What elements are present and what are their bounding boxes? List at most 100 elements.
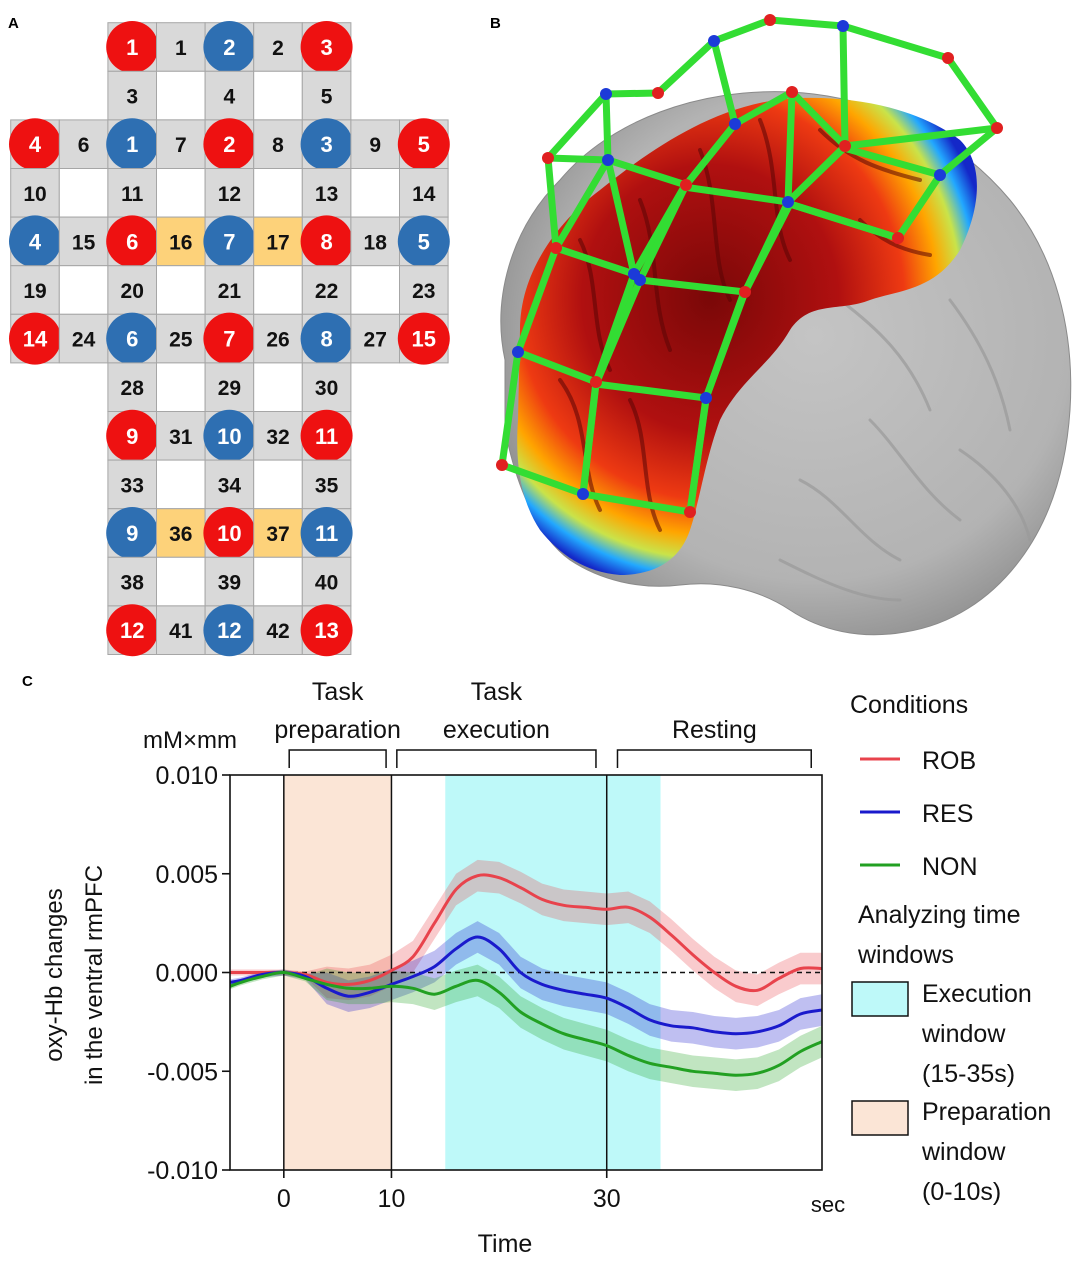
source-label: 10	[217, 521, 241, 546]
channel-label: 36	[169, 523, 192, 546]
detector-node	[837, 20, 849, 32]
source-node	[496, 459, 508, 471]
detector-node	[934, 169, 946, 181]
channel-label: 13	[315, 183, 338, 206]
source-label: 4	[29, 132, 42, 157]
channel-cell	[204, 70, 255, 121]
detector-node	[602, 154, 614, 166]
source-optode	[9, 312, 61, 365]
channel-label: 9	[369, 134, 381, 157]
analysis-window	[445, 775, 661, 1170]
phase-label: Task	[312, 678, 364, 706]
channel-cell	[350, 313, 400, 364]
detector-label: 12	[217, 618, 241, 643]
y-tick-label: -0.010	[147, 1157, 218, 1185]
phase-bracket	[616, 749, 812, 768]
empty-cell	[253, 70, 303, 121]
channel-label: 19	[23, 280, 46, 303]
phase-label: preparation	[274, 716, 400, 744]
empty-cell	[156, 70, 206, 121]
source-node	[764, 14, 776, 26]
source-label: 7	[223, 327, 235, 352]
channel-label: 42	[266, 620, 289, 643]
channel-cell	[301, 265, 352, 315]
channel-cell	[350, 119, 400, 169]
detector-optode	[300, 118, 353, 171]
phase-label: Task	[471, 678, 523, 706]
channel-label: 33	[121, 474, 144, 497]
highlighted-channel-cell	[156, 508, 206, 558]
source-node	[590, 376, 602, 388]
legend-swatch-execution	[851, 981, 909, 1017]
channel-label: 20	[121, 280, 144, 303]
chart-axes: 0.010 0.005 0.000 -0.005 -0.010 0 10 30 sec Time m…	[41, 727, 845, 1258]
channel-cell	[204, 362, 255, 412]
x-tick-label: 0	[277, 1185, 291, 1213]
source-label: 3	[320, 35, 332, 60]
series-lines	[229, 873, 823, 1077]
source-optode	[106, 604, 159, 657]
source-label: 12	[120, 618, 144, 643]
legend-preparation-label: window	[921, 1138, 1006, 1166]
detector-optode	[203, 215, 256, 268]
channel-cell	[301, 362, 352, 412]
source-optode	[203, 507, 256, 559]
channel-label: 31	[169, 426, 193, 449]
channel-cell	[253, 605, 303, 656]
source-label: 13	[314, 618, 338, 643]
source-node	[739, 286, 751, 298]
channel-label: 14	[412, 183, 436, 206]
phase-bracket	[396, 749, 597, 768]
source-label: 5	[418, 132, 430, 157]
detector-label: 8	[320, 327, 332, 352]
empty-cell	[253, 362, 303, 412]
detector-node	[577, 488, 589, 500]
detector-node	[600, 88, 612, 100]
channel-label: 18	[364, 231, 388, 254]
empty-cell	[156, 459, 206, 510]
y-tick-label: 0.010	[155, 762, 218, 790]
x-axis-title: Time	[478, 1230, 533, 1258]
source-optode	[203, 118, 256, 171]
detector-node	[782, 196, 794, 208]
channel-label: 16	[169, 231, 192, 254]
channel-cell	[107, 556, 157, 607]
empty-cell	[58, 265, 109, 315]
channel-cell	[107, 459, 157, 510]
channel-cell	[301, 168, 352, 218]
analysis-window-shading	[283, 775, 661, 1170]
source-optode	[300, 21, 353, 73]
source-label: 8	[320, 229, 332, 254]
panel-a-letter: A	[8, 15, 19, 32]
y-unit-label: mM×mm	[143, 727, 237, 754]
series-line-non	[229, 970, 823, 1077]
task-phase-brackets: Task preparation Task execution Resting	[274, 678, 812, 768]
probe-link	[602, 90, 612, 164]
probe-link	[579, 156, 638, 498]
legend-swatch-preparation	[851, 1100, 909, 1136]
source-label: 14	[23, 327, 48, 352]
channel-label: 28	[121, 377, 145, 400]
source-optode	[106, 215, 159, 268]
detector-optode	[106, 507, 159, 559]
legend-label-non: NON	[922, 853, 978, 881]
probe-link	[552, 144, 944, 278]
highlighted-channel-cell	[253, 216, 303, 267]
channel-cell	[10, 168, 60, 218]
channel-cell	[204, 265, 255, 315]
brain-rendering	[496, 14, 1072, 636]
source-label: 1	[126, 35, 138, 60]
channel-label: 40	[315, 572, 338, 595]
brain-gyri	[778, 298, 1032, 602]
empty-cell	[253, 459, 303, 510]
x-unit-label: sec	[811, 1192, 845, 1217]
detector-label: 2	[223, 35, 235, 60]
source-optode	[106, 21, 159, 73]
probe-link	[936, 124, 1001, 179]
y-axis-title: in the ventral rmPFC	[81, 865, 108, 1085]
error-band-rob	[230, 859, 822, 1007]
legend-preparation-label: Preparation	[922, 1098, 1051, 1126]
source-optode	[300, 604, 353, 657]
channel-label: 23	[412, 280, 435, 303]
channel-label: 26	[266, 329, 289, 352]
